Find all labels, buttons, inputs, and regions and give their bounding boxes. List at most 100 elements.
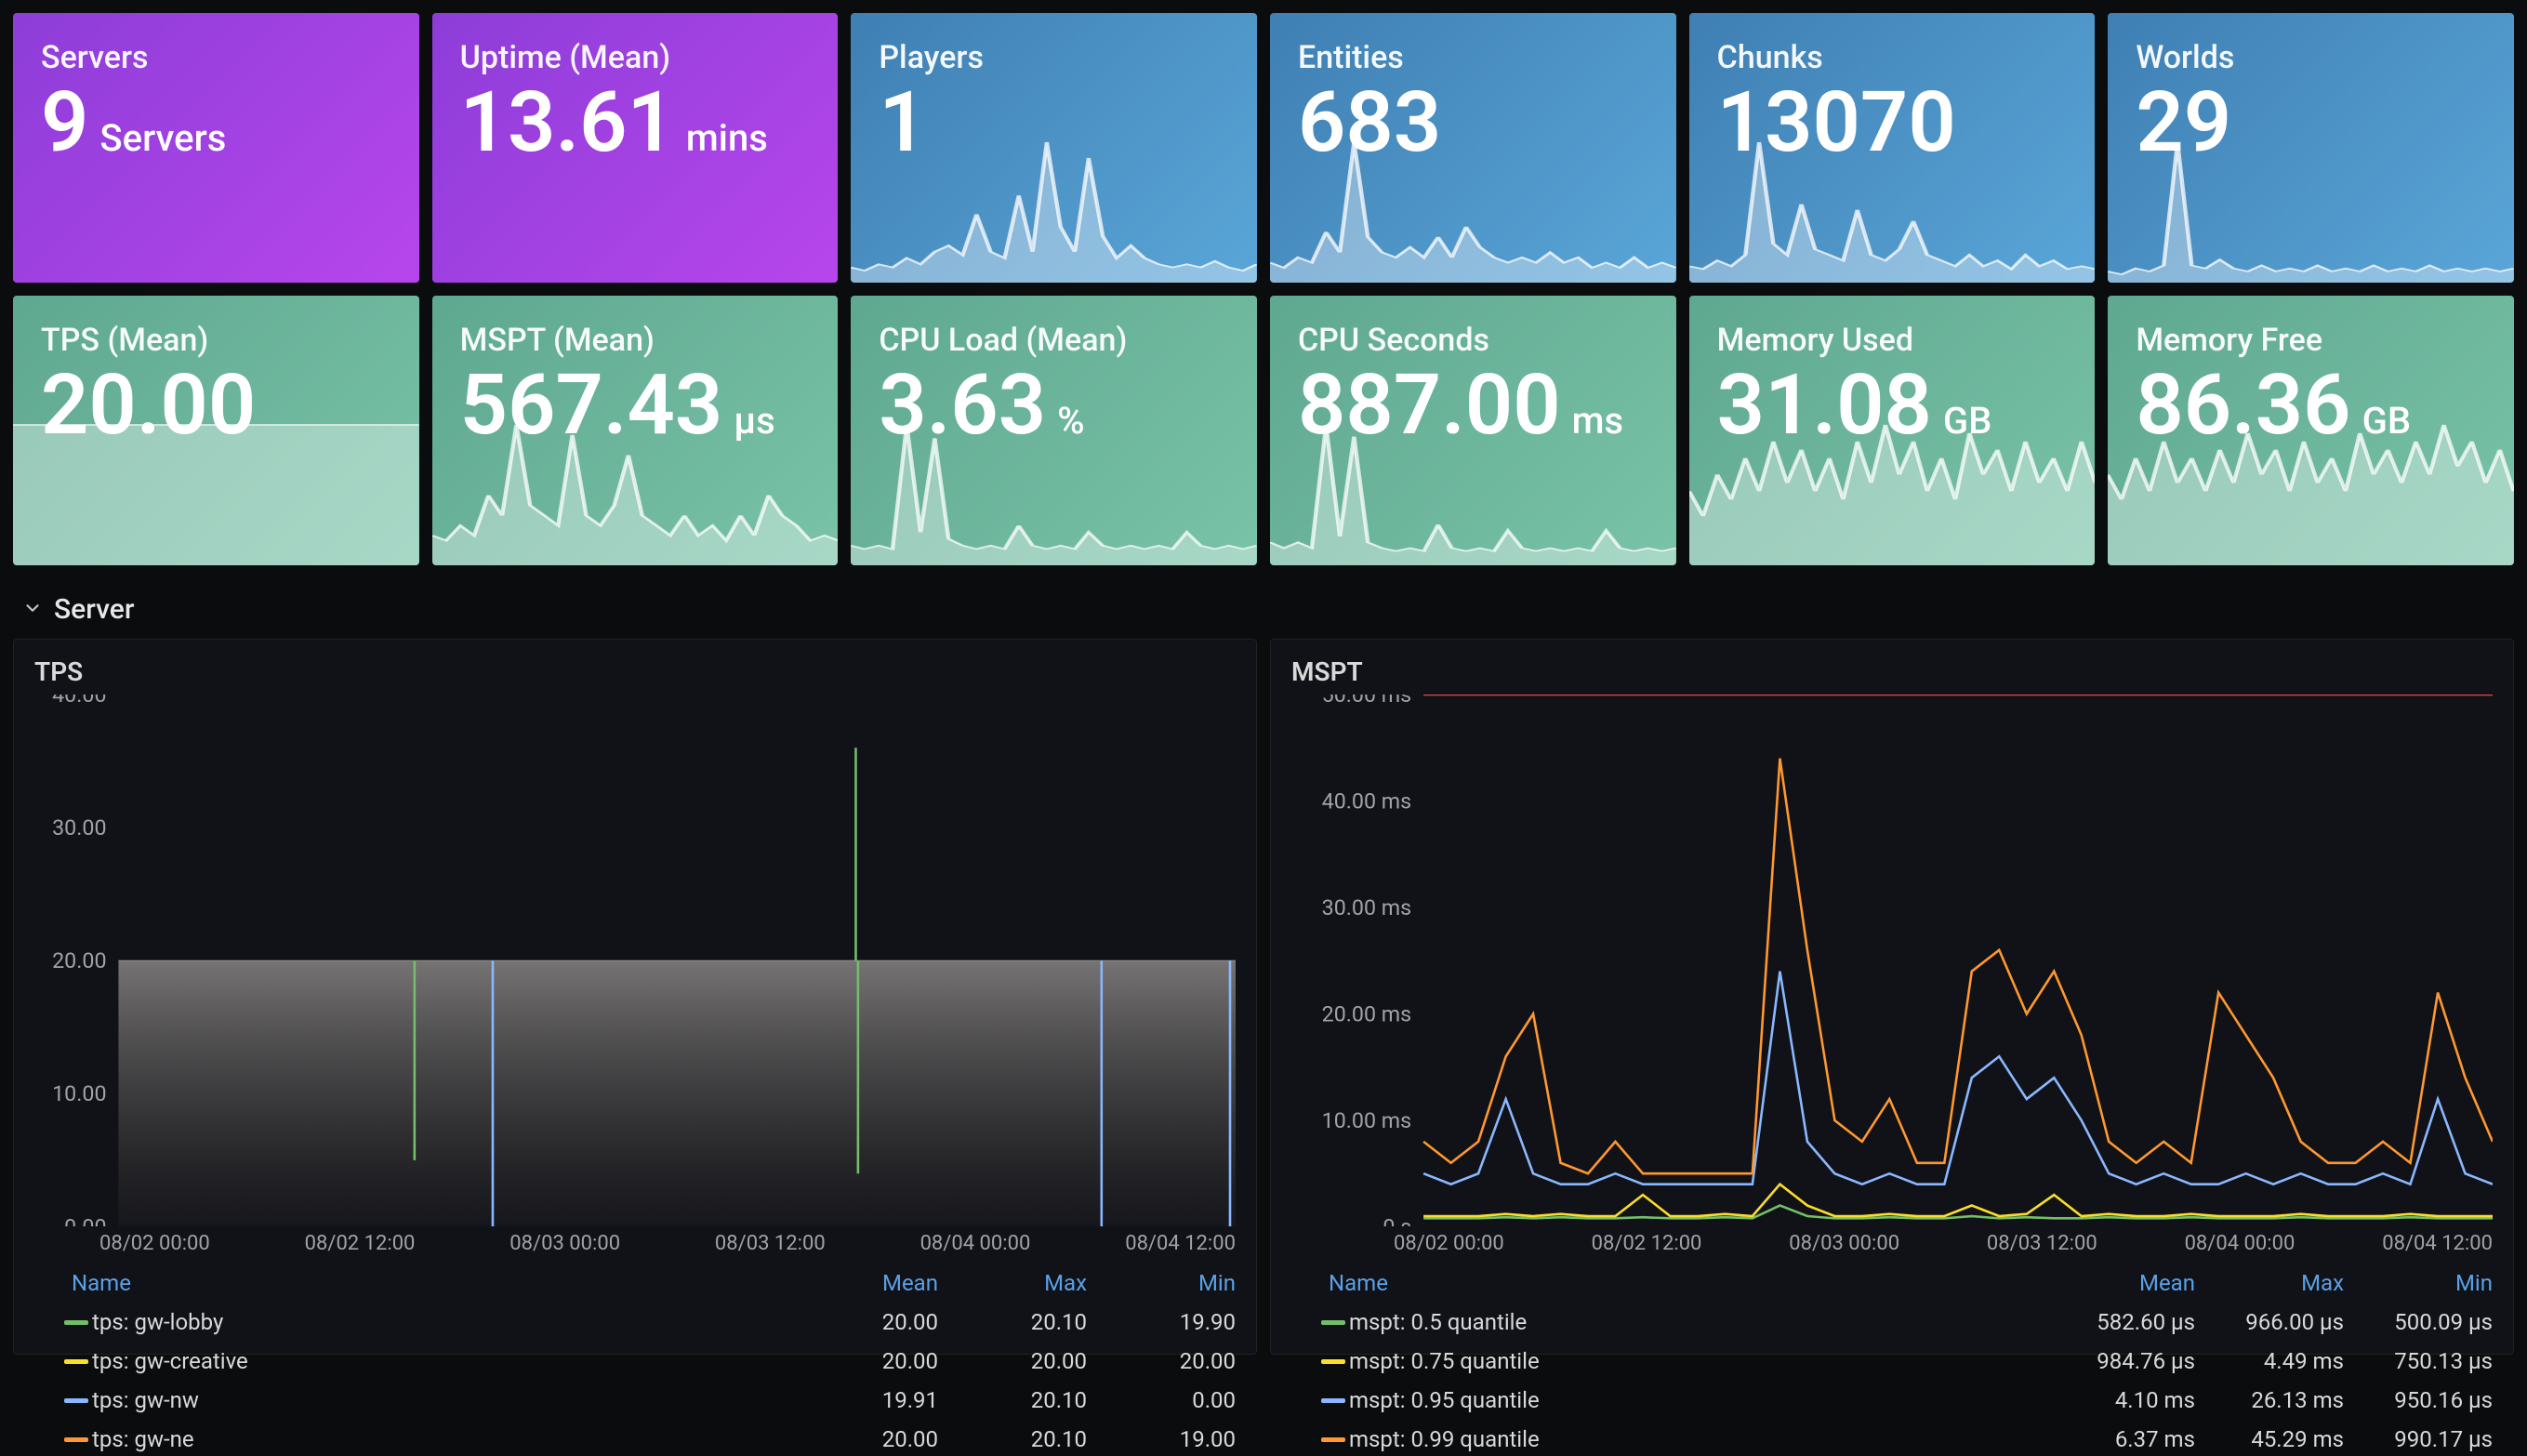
panel-mspt[interactable]: MSPT 0 s10.00 ms20.00 ms30.00 ms40.00 ms… xyxy=(1270,639,2514,1355)
legend-name: mspt: 0.95 quantile xyxy=(1349,1387,2046,1413)
legend-swatch xyxy=(1321,1320,1345,1325)
legend-row[interactable]: tps: gw-ne 20.00 20.10 19.00 xyxy=(44,1423,1236,1456)
svg-text:10.00 ms: 10.00 ms xyxy=(1322,1107,1412,1133)
stat-title: Players xyxy=(879,39,1229,77)
stat-panel-memfree[interactable]: Memory Free 86.36 GB xyxy=(2108,296,2514,565)
stat-unit: mins xyxy=(686,116,768,160)
x-tick: 08/02 12:00 xyxy=(305,1232,416,1255)
stat-panel-uptime[interactable]: Uptime (Mean) 13.61 mins xyxy=(432,13,839,283)
stat-title: MSPT (Mean) xyxy=(460,322,811,360)
legend-swatch xyxy=(64,1437,88,1442)
sparkline xyxy=(851,417,1257,566)
x-tick: 08/03 00:00 xyxy=(1789,1232,1899,1255)
legend-row[interactable]: mspt: 0.95 quantile 4.10 ms 26.13 ms 950… xyxy=(1301,1383,2493,1417)
legend-max: 20.10 xyxy=(938,1426,1087,1452)
panel-tps[interactable]: TPS 0.0010.0020.0030.0040.00 08/02 00:00… xyxy=(13,639,1257,1355)
stat-panel-worlds[interactable]: Worlds 29 xyxy=(2108,13,2514,283)
col-mean[interactable]: Mean xyxy=(2046,1270,2195,1296)
stat-panel-cpuseconds[interactable]: CPU Seconds 887.00 ms xyxy=(1270,296,1676,565)
sparkline xyxy=(2108,417,2514,566)
stat-panel-entities[interactable]: Entities 683 xyxy=(1270,13,1676,283)
svg-text:20.00: 20.00 xyxy=(52,947,106,973)
sparkline xyxy=(1689,135,2096,284)
x-tick: 08/02 00:00 xyxy=(1394,1232,1504,1255)
svg-text:40.00: 40.00 xyxy=(52,695,106,708)
x-tick: 08/02 12:00 xyxy=(1592,1232,1702,1255)
legend-max: 4.49 ms xyxy=(2195,1348,2344,1374)
mspt-x-axis: 08/02 00:0008/02 12:0008/03 00:0008/03 1… xyxy=(1291,1226,2493,1263)
stat-title: Entities xyxy=(1298,39,1648,77)
col-name[interactable]: Name xyxy=(72,1270,789,1296)
svg-text:10.00: 10.00 xyxy=(52,1080,106,1106)
legend-name: tps: gw-ne xyxy=(92,1426,789,1452)
legend-min: 950.16 µs xyxy=(2344,1387,2493,1413)
x-tick: 08/04 12:00 xyxy=(2382,1232,2493,1255)
panel-title-mspt: MSPT xyxy=(1291,656,2493,687)
legend-row[interactable]: tps: gw-nw 19.91 20.10 0.00 xyxy=(44,1383,1236,1417)
col-max[interactable]: Max xyxy=(938,1270,1087,1296)
stat-panel-mspt[interactable]: MSPT (Mean) 567.43 µs xyxy=(432,296,839,565)
stat-panel-cpuload[interactable]: CPU Load (Mean) 3.63 % xyxy=(851,296,1257,565)
legend-mean: 984.76 µs xyxy=(2046,1348,2195,1374)
col-name[interactable]: Name xyxy=(1329,1270,2046,1296)
legend-row[interactable]: mspt: 0.5 quantile 582.60 µs 966.00 µs 5… xyxy=(1301,1305,2493,1339)
legend-row[interactable]: mspt: 0.75 quantile 984.76 µs 4.49 ms 75… xyxy=(1301,1344,2493,1378)
legend-max: 20.10 xyxy=(938,1387,1087,1413)
sparkline xyxy=(13,417,419,566)
sparkline xyxy=(1270,135,1676,284)
stat-title: Servers xyxy=(41,39,391,77)
legend-row[interactable]: mspt: 0.99 quantile 6.37 ms 45.29 ms 990… xyxy=(1301,1423,2493,1456)
stat-panel-memused[interactable]: Memory Used 31.08 GB xyxy=(1689,296,2096,565)
legend-name: tps: gw-lobby xyxy=(92,1309,789,1335)
legend-mean: 20.00 xyxy=(789,1309,938,1335)
panel-row: TPS 0.0010.0020.0030.0040.00 08/02 00:00… xyxy=(13,639,2514,1355)
x-tick: 08/03 00:00 xyxy=(509,1232,620,1255)
sparkline xyxy=(2108,135,2514,284)
legend-max: 26.13 ms xyxy=(2195,1387,2344,1413)
legend-mean: 6.37 ms xyxy=(2046,1426,2195,1452)
stat-row-1: Servers 9 Servers Uptime (Mean) 13.61 mi… xyxy=(13,13,2514,283)
legend-row[interactable]: tps: gw-creative 20.00 20.00 20.00 xyxy=(44,1344,1236,1378)
stat-value: 13.61 mins xyxy=(460,81,811,165)
stat-title: Uptime (Mean) xyxy=(460,39,811,77)
stat-panel-servers[interactable]: Servers 9 Servers xyxy=(13,13,419,283)
stat-value: 9 Servers xyxy=(41,81,391,165)
sparkline xyxy=(851,135,1257,284)
stat-row-2: TPS (Mean) 20.00 MSPT (Mean) 567.43 µs C… xyxy=(13,296,2514,565)
legend-name: tps: gw-nw xyxy=(92,1387,789,1413)
x-tick: 08/04 00:00 xyxy=(920,1232,1031,1255)
legend-row[interactable]: tps: gw-lobby 20.00 20.10 19.90 xyxy=(44,1305,1236,1339)
stat-title: Worlds xyxy=(2136,39,2486,77)
legend-min: 19.00 xyxy=(1087,1426,1236,1452)
legend-swatch xyxy=(64,1359,88,1364)
legend-name: mspt: 0.75 quantile xyxy=(1349,1348,2046,1374)
col-min[interactable]: Min xyxy=(1087,1270,1236,1296)
mspt-chart[interactable]: 0 s10.00 ms20.00 ms30.00 ms40.00 ms50.00… xyxy=(1291,695,2493,1226)
stat-title: CPU Load (Mean) xyxy=(879,322,1229,360)
legend-max: 20.00 xyxy=(938,1348,1087,1374)
stat-panel-players[interactable]: Players 1 xyxy=(851,13,1257,283)
stat-title: Chunks xyxy=(1717,39,2068,77)
col-max[interactable]: Max xyxy=(2195,1270,2344,1296)
col-min[interactable]: Min xyxy=(2344,1270,2493,1296)
legend-min: 500.09 µs xyxy=(2344,1309,2493,1335)
stat-number: 13.61 xyxy=(460,81,675,165)
stat-number: 9 xyxy=(41,81,88,165)
legend-mean: 20.00 xyxy=(789,1348,938,1374)
x-tick: 08/04 00:00 xyxy=(2185,1232,2295,1255)
legend-swatch xyxy=(1321,1359,1345,1364)
x-tick: 08/04 12:00 xyxy=(1125,1232,1236,1255)
col-mean[interactable]: Mean xyxy=(789,1270,938,1296)
stat-title: Memory Free xyxy=(2136,322,2486,360)
tps-chart[interactable]: 0.0010.0020.0030.0040.00 xyxy=(34,695,1236,1226)
stat-title: Memory Used xyxy=(1717,322,2068,360)
legend-min: 0.00 xyxy=(1087,1387,1236,1413)
svg-text:0 s: 0 s xyxy=(1383,1213,1411,1226)
chevron-down-icon xyxy=(22,598,43,622)
legend-max: 20.10 xyxy=(938,1309,1087,1335)
stat-panel-tps[interactable]: TPS (Mean) 20.00 xyxy=(13,296,419,565)
section-header-server[interactable]: Server xyxy=(13,578,2514,639)
svg-text:50.00 ms: 50.00 ms xyxy=(1322,695,1412,708)
legend-swatch xyxy=(64,1320,88,1325)
stat-panel-chunks[interactable]: Chunks 13070 xyxy=(1689,13,2096,283)
